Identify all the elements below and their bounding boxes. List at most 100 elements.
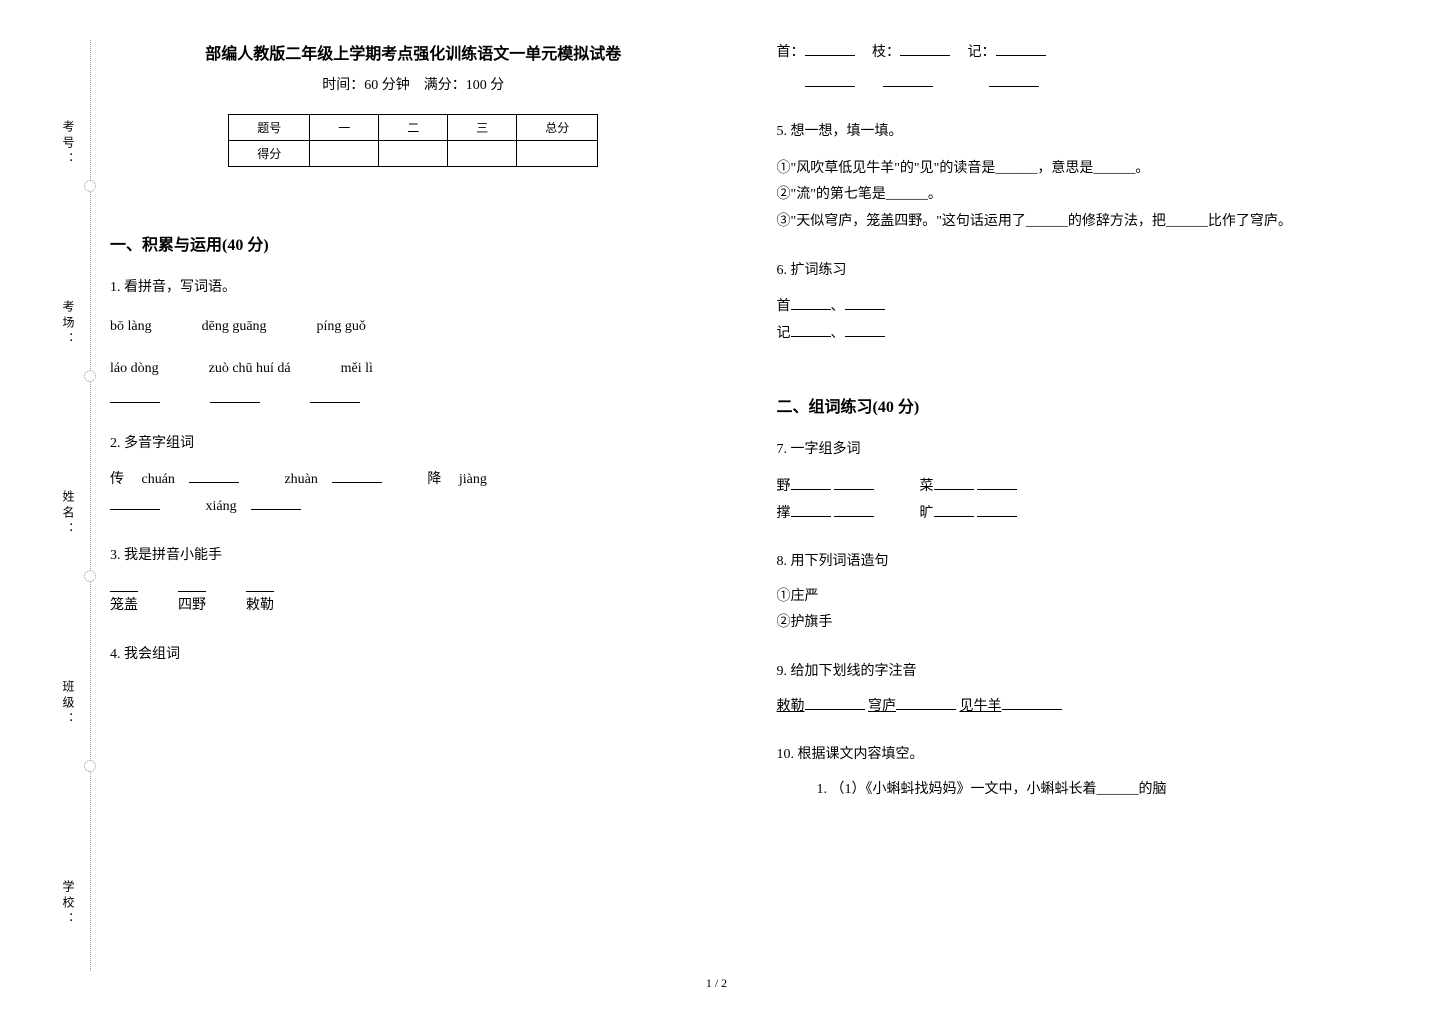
binding-label-examno: 考号：	[60, 120, 77, 168]
q2-text: 多音字组词	[124, 436, 194, 451]
score-cell	[448, 141, 517, 167]
blank	[845, 296, 885, 310]
binding-circle	[84, 760, 96, 772]
q7-text: 一字组多词	[791, 442, 861, 457]
q2-pinyin: zhuàn	[284, 472, 317, 487]
q3-word: 敕勒	[246, 579, 274, 620]
blank	[934, 476, 974, 490]
pinyin: měi lì	[341, 356, 373, 383]
pinyin: dēng guāng	[202, 314, 267, 341]
question-4-continued: 首： 枝： 记：	[777, 40, 1384, 97]
q4-char: 首：	[777, 45, 805, 60]
q10-num: 10.	[777, 747, 795, 762]
q5-line: ②"流"的第七笔是______。	[777, 182, 1384, 209]
blank	[805, 42, 855, 56]
q2-pinyin: chuán	[142, 472, 175, 487]
score-cell: 二	[379, 115, 448, 141]
q3-word: 笼盖	[110, 579, 138, 620]
binding-margin: 考号： 考场： 姓名： 班级： 学校：	[40, 40, 100, 971]
score-cell: 题号	[229, 115, 310, 141]
binding-label-school: 学校：	[60, 880, 77, 928]
q5-line: ①"风吹草低见牛羊"的"见"的读音是______，意思是______。	[777, 156, 1384, 183]
question-9: 9. 给加下划线的字注音 敕勒 穹庐 见牛羊	[777, 659, 1384, 720]
score-table-header: 题号 一 二 三 总分	[229, 115, 598, 141]
q5-line: ③"天似穹庐，笼盖四野。"这句话运用了______的修辞方法，把______比作…	[777, 209, 1384, 236]
blank	[1002, 696, 1062, 710]
question-1: 1. 看拼音，写词语。 bō làng dēng guāng píng guǒ …	[110, 275, 717, 409]
score-cell	[517, 141, 598, 167]
blank	[110, 389, 160, 403]
blank	[834, 476, 874, 490]
q5-num: 5.	[777, 124, 788, 139]
q10-sub1: （1）《小蝌蚪找妈妈》一文中，小蝌蚪长着______的脑	[831, 782, 1167, 797]
score-table: 题号 一 二 三 总分 得分	[228, 114, 598, 167]
q6-text: 扩词练习	[791, 263, 847, 278]
question-4: 4. 我会组词	[110, 642, 717, 669]
q9-num: 9.	[777, 664, 788, 679]
q7-char: 旷	[920, 506, 934, 521]
blank	[934, 503, 974, 517]
question-8: 8. 用下列词语造句 ①庄严 ②护旗手	[777, 549, 1384, 637]
binding-circle	[84, 570, 96, 582]
binding-label-room: 考场：	[60, 300, 77, 348]
blank	[805, 73, 855, 87]
q2-char: 降	[427, 472, 441, 487]
section2-heading: 二、组词练习(40 分)	[777, 393, 1384, 417]
q1-num: 1.	[110, 280, 121, 295]
q6-char: 记	[777, 326, 791, 341]
q2-pinyin: xiáng	[206, 499, 237, 514]
q10-text: 根据课文内容填空。	[798, 747, 924, 762]
question-6: 6. 扩词练习 首、 记、	[777, 258, 1384, 348]
q9-word: 见牛羊	[960, 699, 1002, 714]
question-3: 3. 我是拼音小能手 笼盖 四野 敕勒	[110, 543, 717, 620]
score-cell: 得分	[229, 141, 310, 167]
q8-text: 用下列词语造句	[791, 554, 889, 569]
binding-label-name: 姓名：	[60, 490, 77, 538]
blank	[977, 476, 1017, 490]
q7-char: 撑	[777, 506, 791, 521]
score-cell: 三	[448, 115, 517, 141]
q3-num: 3.	[110, 548, 121, 563]
q9-text: 给加下划线的字注音	[791, 664, 917, 679]
blank	[791, 296, 831, 310]
q8-item: ①庄严	[777, 584, 1384, 611]
binding-circle	[84, 180, 96, 192]
blank	[110, 496, 160, 510]
pinyin: zuò chū huí dá	[209, 356, 291, 383]
q8-num: 8.	[777, 554, 788, 569]
blank	[210, 389, 260, 403]
exam-title: 部编人教版二年级上学期考点强化训练语文一单元模拟试卷	[110, 40, 717, 64]
blank	[883, 73, 933, 87]
pinyin: bō làng	[110, 314, 152, 341]
pinyin: píng guǒ	[317, 314, 366, 341]
q10-sub1-num: 1.	[817, 782, 828, 797]
section1-heading: 一、积累与运用(40 分)	[110, 231, 717, 255]
blank	[896, 696, 956, 710]
exam-subtitle: 时间：60 分钟 满分：100 分	[110, 74, 717, 94]
blank	[310, 389, 360, 403]
score-cell	[310, 141, 379, 167]
question-2: 2. 多音字组词 传 chuán zhuàn 降 jiàng xiáng	[110, 431, 717, 521]
q9-word: 敕勒	[777, 699, 805, 714]
column-left: 部编人教版二年级上学期考点强化训练语文一单元模拟试卷 时间：60 分钟 满分：1…	[110, 40, 717, 971]
blank	[805, 696, 865, 710]
page-number: 1 / 2	[706, 976, 727, 991]
content-columns: 部编人教版二年级上学期考点强化训练语文一单元模拟试卷 时间：60 分钟 满分：1…	[110, 40, 1383, 971]
binding-circle	[84, 370, 96, 382]
column-right: 首： 枝： 记： 5. 想一想，填一填。 ①"风吹草低见牛羊"的"见"的读音是_…	[777, 40, 1384, 971]
question-7: 7. 一字组多词 野 菜 撑 旷	[777, 437, 1384, 527]
blank	[989, 73, 1039, 87]
q6-num: 6.	[777, 263, 788, 278]
q4-num: 4.	[110, 647, 121, 662]
q2-pinyin: jiàng	[459, 472, 487, 487]
blank	[977, 503, 1017, 517]
blank	[834, 503, 874, 517]
blank	[791, 476, 831, 490]
q7-num: 7.	[777, 442, 788, 457]
q9-word: 穹庐	[868, 699, 896, 714]
question-5: 5. 想一想，填一填。 ①"风吹草低见牛羊"的"见"的读音是______，意思是…	[777, 119, 1384, 235]
pinyin: láo dòng	[110, 356, 159, 383]
q3-word: 四野	[178, 579, 206, 620]
q6-char: 首	[777, 299, 791, 314]
q4-text: 我会组词	[124, 647, 180, 662]
